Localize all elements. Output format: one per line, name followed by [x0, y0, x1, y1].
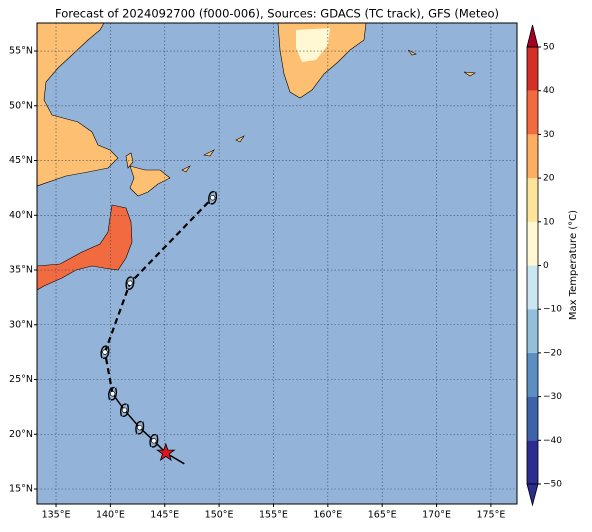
x-tick-label: 150°E: [205, 510, 234, 521]
colorbar-tick-label: 10: [543, 217, 555, 227]
colorbar-tick-label: −30: [543, 392, 562, 402]
x-tick-label: 175°E: [476, 510, 505, 521]
y-tick-label: 30°N: [9, 319, 33, 330]
colorbar-over: [526, 24, 539, 48]
cyclone-eye: [210, 195, 215, 200]
y-tick-label: 20°N: [9, 429, 33, 440]
kamchatka-highland: [296, 28, 330, 62]
x-tick-label: 145°E: [150, 510, 179, 521]
colorbar-bin: [527, 178, 538, 222]
x-tick-label: 155°E: [259, 510, 288, 521]
islands: [407, 49, 476, 77]
colorbar-tick-label: 30: [543, 130, 555, 140]
current-position: [156, 442, 176, 462]
colorbar-under: [526, 483, 539, 507]
colorbar-bin: [527, 134, 538, 179]
map-frame: [36, 22, 518, 505]
hokkaido: [129, 165, 171, 197]
honshu: [37, 204, 133, 291]
y-tick-label: 25°N: [9, 374, 33, 385]
colorbar-tick-label: 20: [543, 174, 555, 184]
cyclone-eye: [127, 281, 132, 286]
land: [37, 23, 476, 291]
x-tick-label: 140°E: [96, 510, 125, 521]
colorbar-tick-label: 40: [543, 86, 555, 96]
colorbar-bin: [527, 47, 538, 91]
cyclone-eye: [122, 408, 127, 413]
cyclone-eye: [137, 425, 142, 430]
y-tick-label: 55°N: [9, 46, 33, 57]
colorbar-tick-label: 0: [543, 261, 549, 271]
mainland: [37, 23, 119, 187]
x-tick-label: 160°E: [313, 510, 342, 521]
colorbar-tick-label: −50: [543, 480, 562, 490]
colorbar-bin: [527, 440, 538, 484]
colorbar-bin: [527, 309, 538, 353]
y-tick-label: 35°N: [9, 265, 33, 276]
colorbar-tick-label: −20: [543, 348, 562, 358]
y-tick-label: 15°N: [9, 483, 33, 494]
colorbar-bin: [527, 90, 538, 135]
y-tick-label: 40°N: [9, 210, 33, 221]
map-title: Forecast of 2024092700 (f000-006), Sourc…: [55, 7, 499, 21]
x-tick-label: 135°E: [42, 510, 71, 521]
cyclone-eye: [110, 391, 115, 396]
colorbar-bin: [527, 396, 538, 441]
colorbar-bin: [527, 352, 538, 397]
colorbar-bin: [527, 221, 538, 266]
kuril-islands: [181, 135, 245, 173]
colorbar-bin: [527, 265, 538, 310]
y-tick-label: 50°N: [9, 100, 33, 111]
colorbar-tick-label: 50: [543, 43, 555, 53]
cyclone-eye: [151, 438, 156, 443]
x-tick-label: 170°E: [422, 510, 451, 521]
x-tick-label: 165°E: [368, 510, 397, 521]
colorbar-tick-label: −10: [543, 305, 562, 315]
colorbar-tick-label: −40: [543, 436, 562, 446]
colorbar-label: Max Temperature (°C): [568, 210, 579, 320]
track-connector: [103, 351, 114, 394]
y-tick-label: 45°N: [9, 155, 33, 166]
cyclone-eye: [102, 350, 107, 355]
